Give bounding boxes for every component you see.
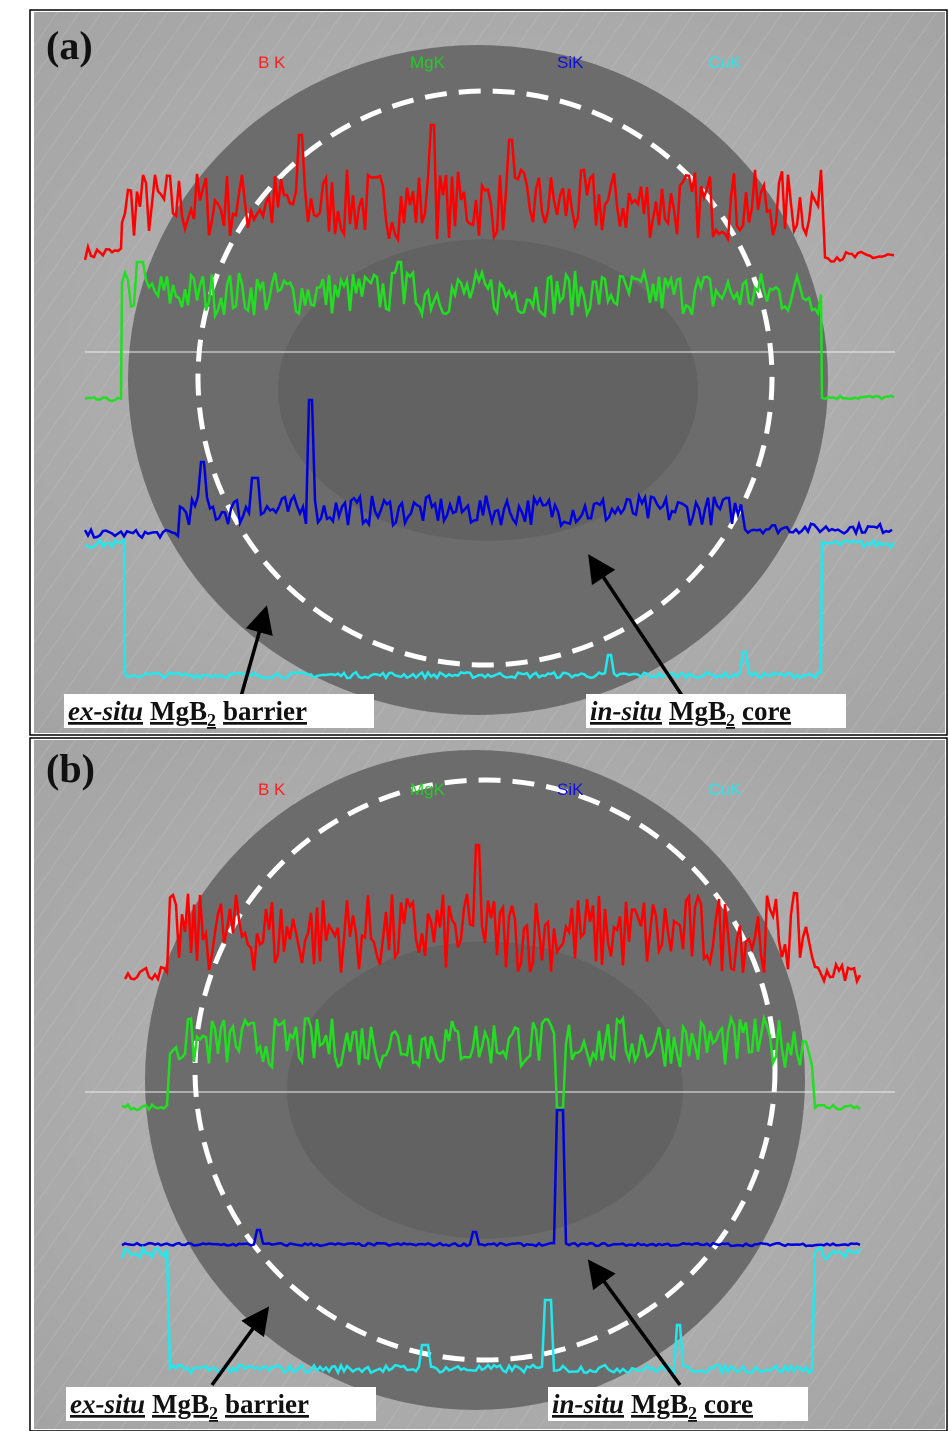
annotation-text: core: [742, 696, 791, 726]
annotation-sub: 2: [207, 710, 216, 730]
core-region: [287, 942, 683, 1239]
legend-entry: CuK: [708, 53, 742, 72]
annotation-text: MgB: [150, 696, 207, 726]
annotation-italic: ex-situ: [68, 696, 143, 726]
annotation-text: barrier: [225, 1389, 309, 1419]
annotation-text: MgB: [152, 1389, 209, 1419]
annotation-sub: 2: [209, 1403, 218, 1423]
annotation-text: barrier: [223, 696, 307, 726]
annotation-text: core: [704, 1389, 753, 1419]
legend-entry: B K: [258, 780, 286, 799]
legend-entry: CuK: [708, 780, 742, 799]
figure: (a)B KMgKSiKCuKex-situMgB2barrierin-situ…: [0, 0, 949, 1431]
annotation-text: MgB: [669, 696, 726, 726]
annotation-italic: ex-situ: [70, 1389, 145, 1419]
annotation-sub: 2: [688, 1403, 697, 1423]
legend-entry: SiK: [557, 780, 584, 799]
panel-label: (b): [46, 746, 95, 791]
annotation-sub: 2: [726, 710, 735, 730]
annotation-italic: in-situ: [552, 1389, 624, 1419]
annotation-italic: in-situ: [590, 696, 662, 726]
legend-entry: MgK: [410, 780, 446, 799]
panel-label: (a): [46, 23, 93, 68]
legend-entry: MgK: [410, 53, 446, 72]
legend-entry: SiK: [557, 53, 584, 72]
legend-entry: B K: [258, 53, 286, 72]
annotation-text: MgB: [631, 1389, 688, 1419]
